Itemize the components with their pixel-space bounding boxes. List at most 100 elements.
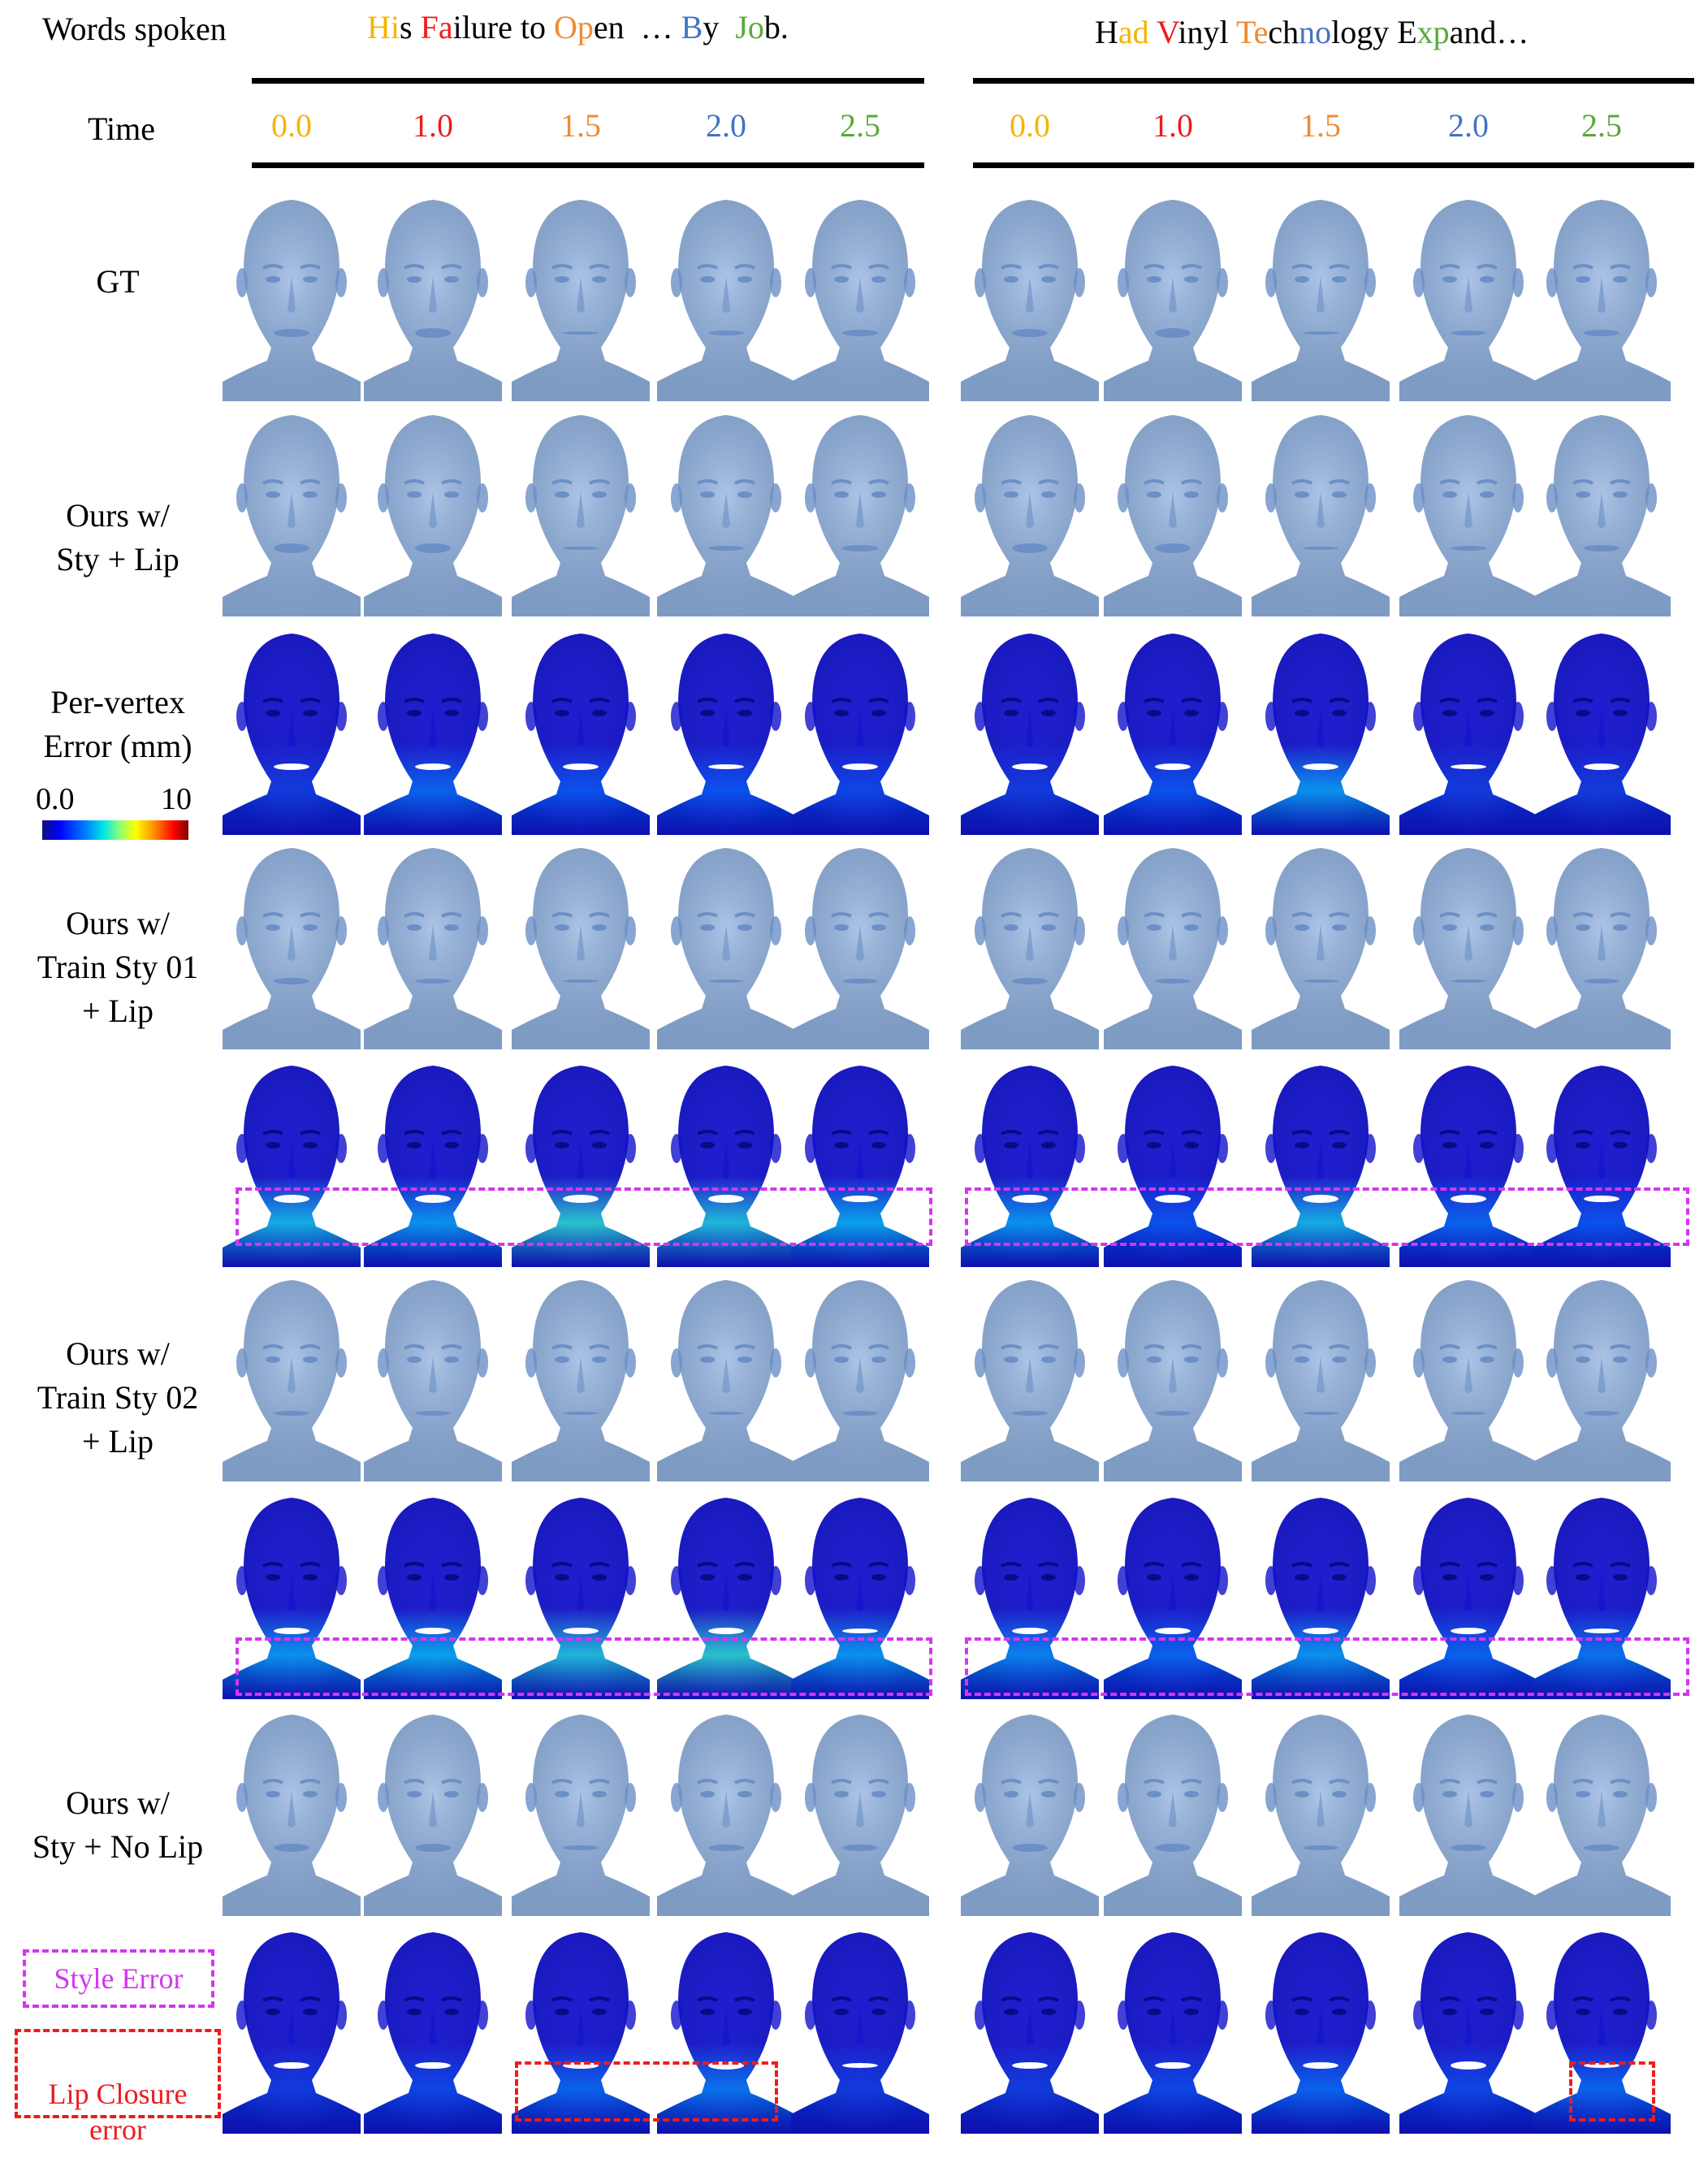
face-mesh-right-r3-c3: [1399, 837, 1537, 1049]
face-mesh-left-r0-c2: [512, 188, 650, 401]
error-heatmap-right-r2-c1: [1104, 622, 1242, 835]
right-top-rule: [973, 78, 1694, 84]
error-heatmap-right-r2-c4: [1533, 622, 1671, 835]
face-mesh-right-r0-c2: [1252, 188, 1390, 401]
error-heatmap-right-r8-c0: [961, 1921, 1099, 2134]
face-mesh-right-r1-c2: [1252, 404, 1390, 616]
face-mesh-left-r1-c4: [791, 404, 929, 616]
face-mesh-left-r3-c1: [364, 837, 502, 1049]
style-error-box-row7-right: [965, 1637, 1689, 1696]
error-heatmap-left-r6-c0: [223, 1486, 361, 1699]
error-heatmap-right-r2-c3: [1399, 622, 1537, 835]
error-heatmap-right-r8-c1: [1104, 1921, 1242, 2134]
left-segment: Op: [554, 9, 594, 45]
error-heatmap-right-r4-c4: [1533, 1054, 1671, 1267]
words-spoken-label: Words spoken: [42, 11, 227, 47]
face-mesh-left-r0-c0: [223, 188, 361, 401]
error-heatmap-right-r6-c4: [1533, 1486, 1671, 1699]
right-segment: ad: [1118, 14, 1149, 50]
face-mesh-left-r7-c3: [657, 1703, 795, 1916]
face-mesh-right-r1-c4: [1533, 404, 1671, 616]
face-mesh-right-r0-c3: [1399, 188, 1537, 401]
right-segment: xp: [1416, 14, 1450, 50]
left-top-rule: [252, 78, 924, 84]
row-label-7: Ours w/ Sty + No Lip: [32, 1784, 204, 1865]
colorbar-min-label: 0.0: [36, 782, 75, 816]
error-heatmap-right-r6-c1: [1104, 1486, 1242, 1699]
style-error-box-row7-left: [236, 1637, 932, 1696]
face-mesh-right-r5-c0: [961, 1269, 1099, 1481]
style-error-box-row5-right: [965, 1187, 1689, 1246]
time-label-right-1: 1.0: [1152, 107, 1193, 144]
error-heatmap-right-r6-c3: [1399, 1486, 1537, 1699]
face-mesh-left-r3-c2: [512, 837, 650, 1049]
face-mesh-left-r1-c3: [657, 404, 795, 616]
face-mesh-right-r5-c1: [1104, 1269, 1242, 1481]
face-mesh-right-r7-c1: [1104, 1703, 1242, 1916]
error-heatmap-right-r8-c3: [1399, 1921, 1537, 2134]
face-mesh-left-r7-c1: [364, 1703, 502, 1916]
style-error-legend-text: Style Error: [54, 1962, 184, 1995]
face-mesh-left-r7-c0: [223, 1703, 361, 1916]
face-mesh-right-r3-c0: [961, 837, 1099, 1049]
face-mesh-right-r5-c3: [1399, 1269, 1537, 1481]
right-segment: Te: [1235, 14, 1269, 50]
left-segment: y: [703, 9, 736, 45]
face-mesh-right-r7-c3: [1399, 1703, 1537, 1916]
time-label-right-3: 2.0: [1448, 107, 1489, 144]
time-label-left-0: 0.0: [271, 107, 312, 144]
error-heatmap-left-r4-c1: [364, 1054, 502, 1267]
right-segment: V: [1156, 14, 1178, 50]
error-heatmap-left-r2-c1: [364, 622, 502, 835]
lip-error-box-left: [515, 2061, 778, 2122]
error-heatmap-right-r6-c2: [1252, 1486, 1390, 1699]
right-bottom-rule: [973, 162, 1694, 168]
error-heatmap-right-r4-c2: [1252, 1054, 1390, 1267]
lip-closure-legend-text: Lip Closure error: [48, 2078, 188, 2146]
left-segment: Fa: [420, 9, 453, 45]
left-segment: en …: [593, 9, 681, 45]
face-mesh-left-r1-c1: [364, 404, 502, 616]
face-mesh-right-r7-c4: [1533, 1703, 1671, 1916]
time-label-right-0: 0.0: [1010, 107, 1050, 144]
error-heatmap-left-r4-c0: [223, 1054, 361, 1267]
face-mesh-left-r0-c3: [657, 188, 795, 401]
face-mesh-left-r1-c0: [223, 404, 361, 616]
row-label-0: GT: [96, 263, 140, 300]
error-heatmap-left-r2-c3: [657, 622, 795, 835]
left-segment: B: [681, 9, 703, 45]
right-segment: and…: [1449, 14, 1529, 50]
left-segment: Jo: [735, 9, 764, 45]
style-error-box-row5-left: [236, 1187, 932, 1246]
error-heatmap-left-r8-c3: [657, 1921, 795, 2134]
right-segment: [1149, 14, 1157, 50]
face-mesh-right-r0-c4: [1533, 188, 1671, 401]
face-mesh-left-r5-c2: [512, 1269, 650, 1481]
right-segment: inyl: [1178, 14, 1236, 50]
error-heatmap-right-r4-c0: [961, 1054, 1099, 1267]
error-heatmap-left-r8-c4: [791, 1921, 929, 2134]
left-bottom-rule: [252, 162, 924, 168]
error-heatmap-left-r8-c0: [223, 1921, 361, 2134]
face-mesh-left-r0-c1: [364, 188, 502, 401]
right-segment: H: [1095, 14, 1118, 50]
error-heatmap-left-r6-c4: [791, 1486, 929, 1699]
error-heatmap-right-r6-c0: [961, 1486, 1099, 1699]
error-heatmap-left-r2-c4: [791, 622, 929, 835]
face-mesh-left-r7-c2: [512, 1703, 650, 1916]
error-heatmap-left-r6-c1: [364, 1486, 502, 1699]
time-label-left-1: 1.0: [413, 107, 453, 144]
colorbar-max-label: 10: [161, 782, 192, 816]
face-mesh-left-r7-c4: [791, 1703, 929, 1916]
face-mesh-left-r5-c4: [791, 1269, 929, 1481]
left-sentence: His Failure to Open … By Job.: [367, 8, 789, 46]
face-mesh-left-r1-c2: [512, 404, 650, 616]
face-mesh-left-r5-c1: [364, 1269, 502, 1481]
row-label-2: Per-vertex Error (mm): [43, 684, 192, 764]
lip-error-box-right: [1569, 2061, 1655, 2122]
face-mesh-left-r3-c4: [791, 837, 929, 1049]
face-mesh-left-r5-c3: [657, 1269, 795, 1481]
left-segment: b.: [763, 9, 789, 45]
error-heatmap-right-r2-c2: [1252, 622, 1390, 835]
time-label-left-4: 2.5: [840, 107, 880, 144]
